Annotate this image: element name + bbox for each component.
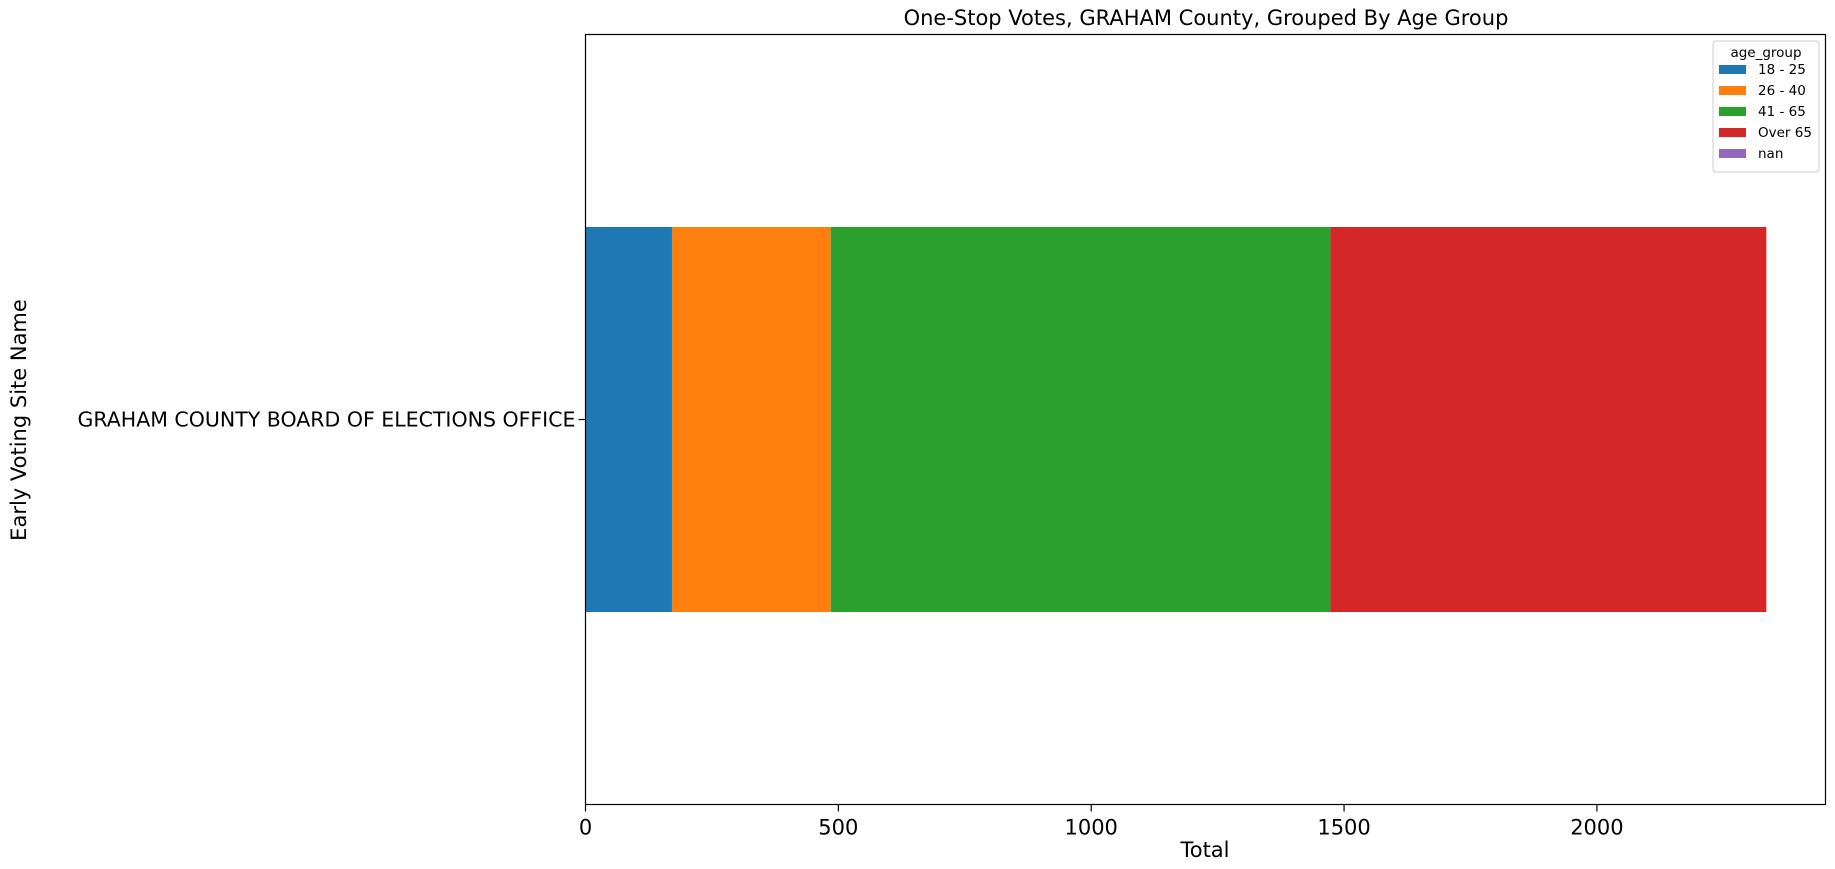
legend-label: 41 - 65 xyxy=(1758,104,1806,120)
x-tick-label: 0 xyxy=(579,816,592,840)
y-axis-label: Early Voting Site Name xyxy=(7,299,31,541)
y-tick-label: GRAHAM COUNTY BOARD OF ELECTIONS OFFICE xyxy=(77,408,575,432)
x-tick-label: 2000 xyxy=(1570,816,1623,840)
legend-swatch xyxy=(1719,107,1746,116)
legend-label: nan xyxy=(1758,146,1783,162)
legend-label: Over 65 xyxy=(1758,125,1812,141)
y-axis-ticks: GRAHAM COUNTY BOARD OF ELECTIONS OFFICE xyxy=(77,408,586,432)
legend-label: 26 - 40 xyxy=(1758,83,1806,99)
legend-label: 18 - 25 xyxy=(1758,62,1806,78)
bar-group xyxy=(585,227,1767,612)
x-axis-ticks: 0 500 1000 1500 2000 xyxy=(579,804,1624,840)
chart-title: One-Stop Votes, GRAHAM County, Grouped B… xyxy=(904,6,1509,30)
x-tick-label: 500 xyxy=(818,816,858,840)
legend-swatch xyxy=(1719,128,1746,137)
x-tick-label: 1500 xyxy=(1317,816,1370,840)
legend-title: age_group xyxy=(1730,45,1801,61)
x-tick-label: 1000 xyxy=(1064,816,1117,840)
bar-segment-26-40 xyxy=(671,227,831,612)
legend-swatch xyxy=(1719,65,1746,74)
legend-swatch xyxy=(1719,86,1746,95)
bar-segment-41-65 xyxy=(830,227,1331,612)
x-axis-label: Total xyxy=(1179,838,1229,862)
legend-swatch xyxy=(1719,149,1746,158)
bar-segment-over-65 xyxy=(1330,227,1767,612)
bar-segment-18-25 xyxy=(585,227,672,612)
